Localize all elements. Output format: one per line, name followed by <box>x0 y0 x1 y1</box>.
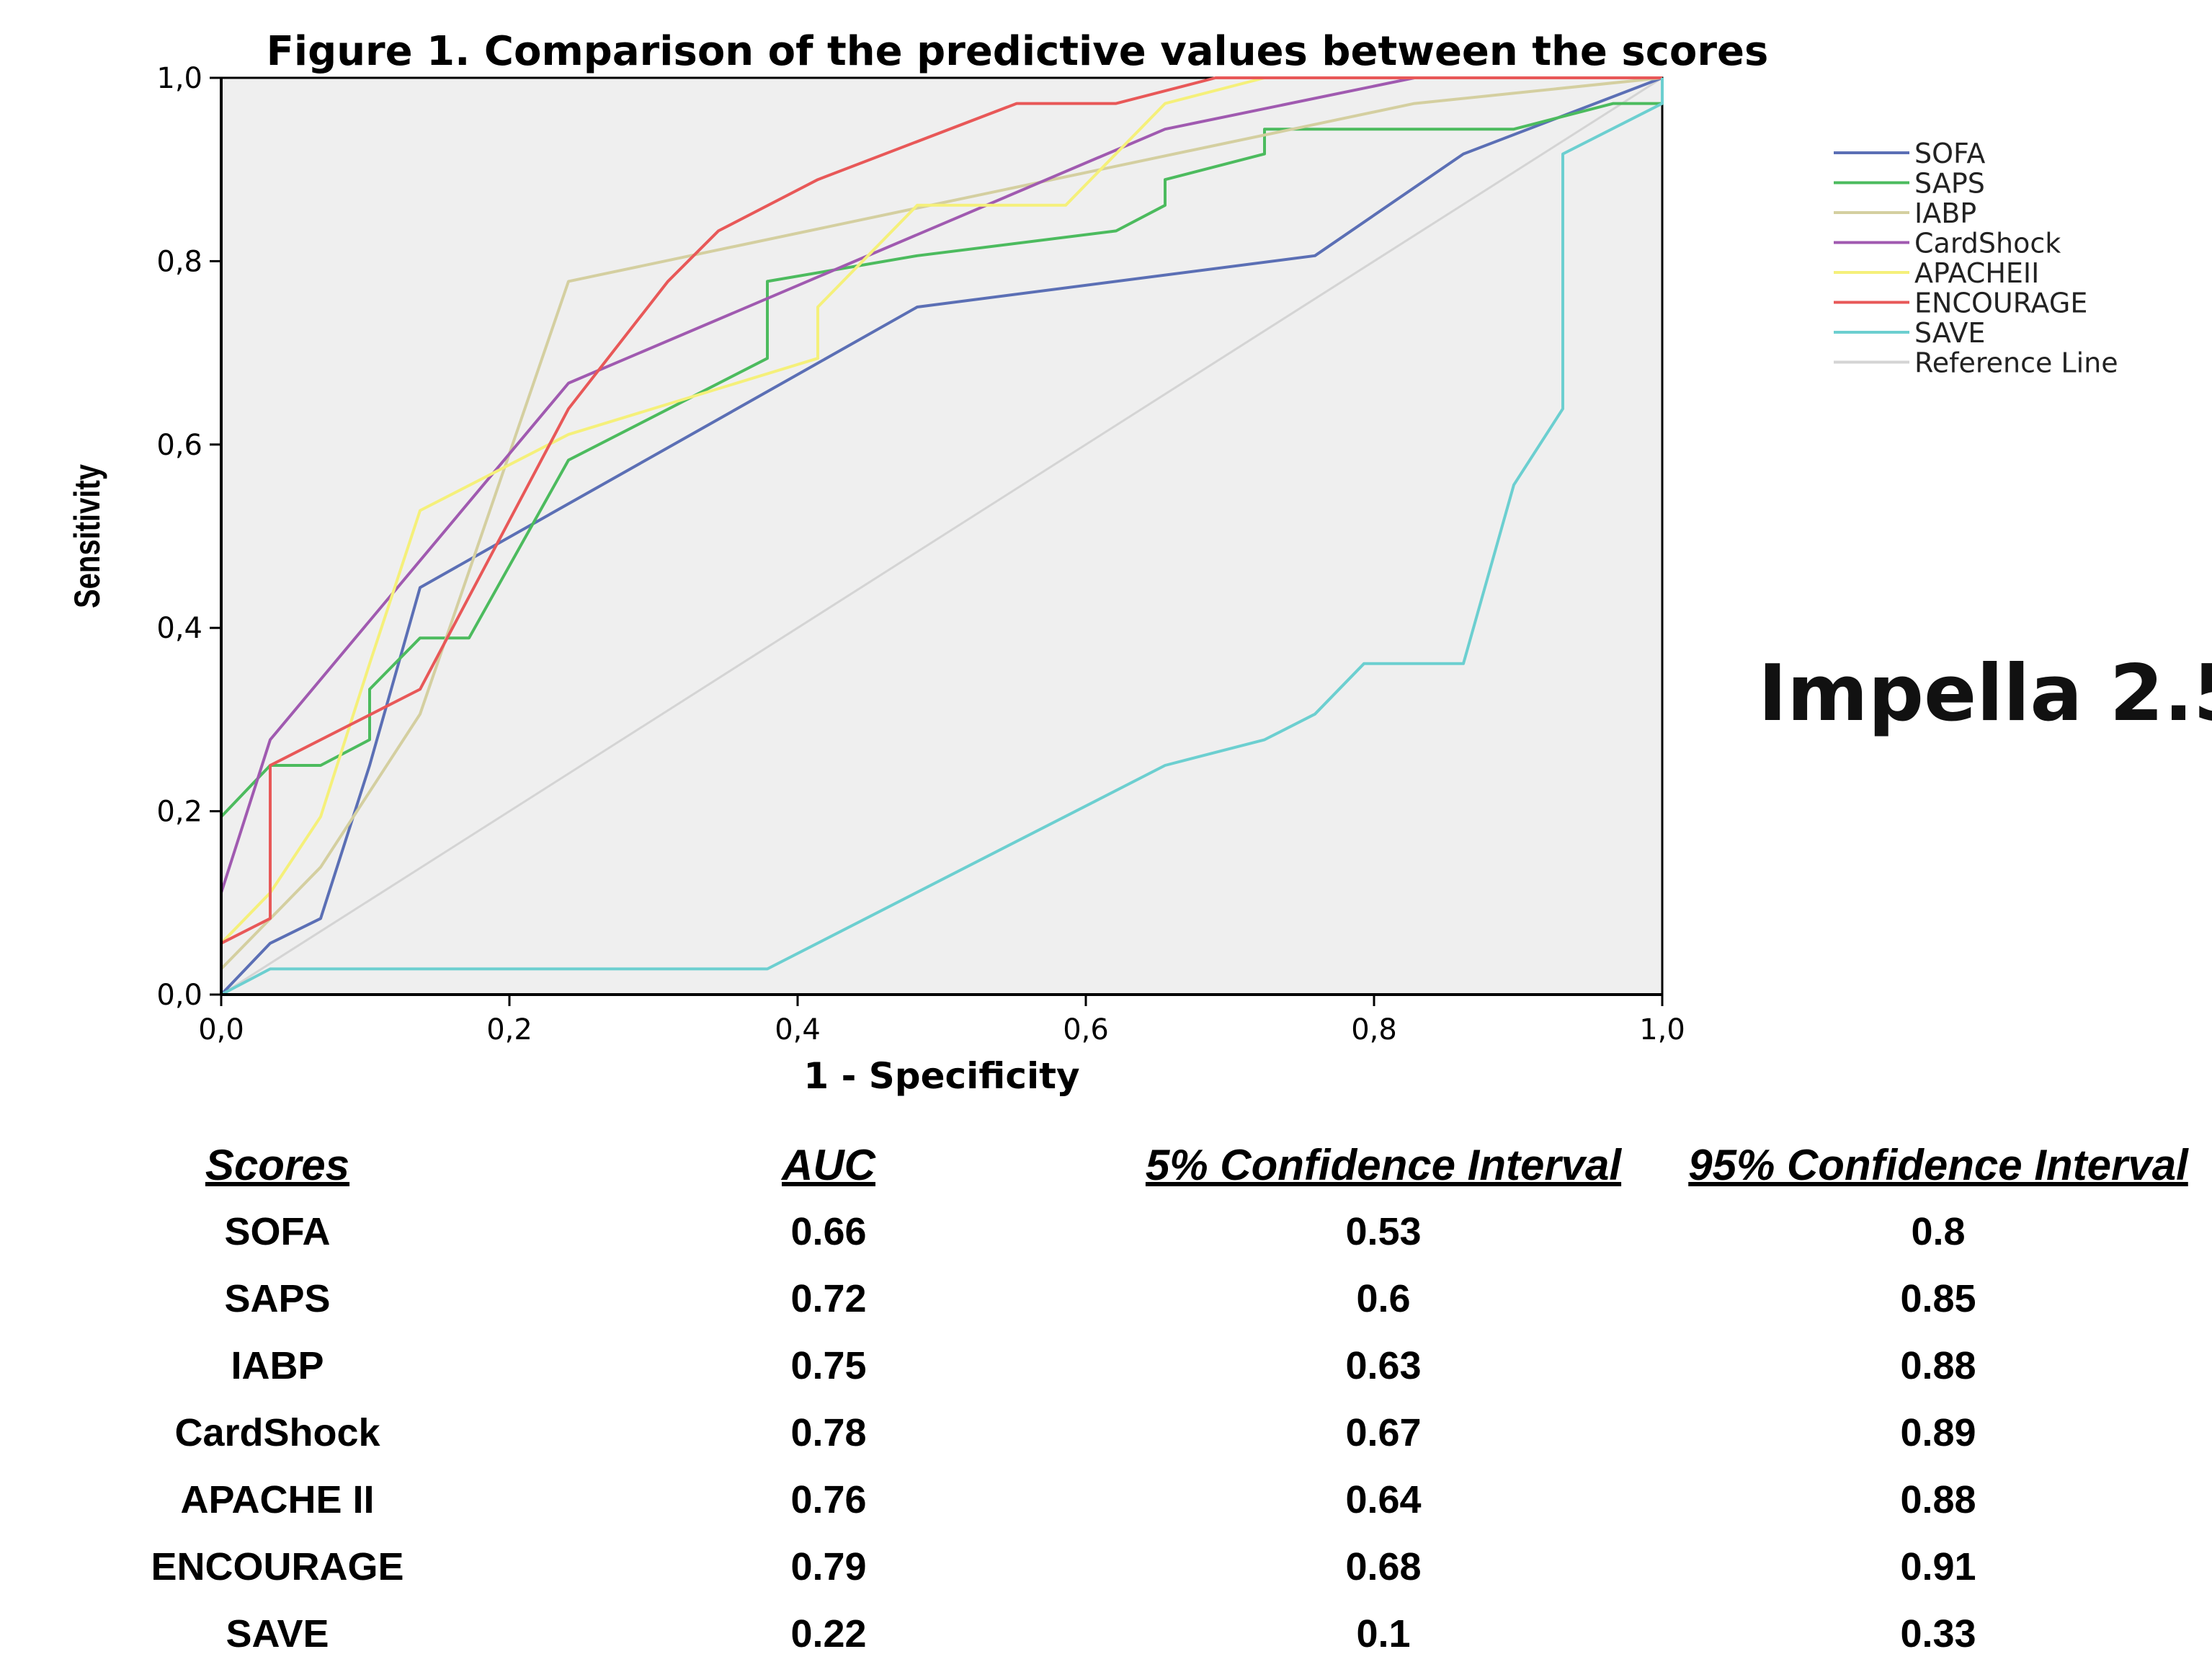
series-line-save <box>220 78 1664 996</box>
legend-item: ENCOURAGE <box>1834 288 2087 319</box>
score-name: SOFA <box>224 1209 331 1253</box>
series-line-saps <box>220 78 1664 818</box>
header-ci-5: 5% Confidence Interval <box>1145 1140 1622 1189</box>
table-row: ENCOURAGE 0.79 0.68 0.91 <box>0 1533 2212 1600</box>
auc-value: 0.66 <box>790 1209 867 1253</box>
y-axis-label: Sensitivity <box>67 464 107 608</box>
ci-lower-value: 0.64 <box>1345 1477 1422 1521</box>
x-tick-label: 0,8 <box>1351 1013 1397 1046</box>
score-name: SAVE <box>226 1612 329 1655</box>
legend-label: SAPS <box>1914 168 1985 200</box>
legend-item: CardShock <box>1834 228 2061 259</box>
auc-value: 0.22 <box>790 1612 867 1655</box>
legend-label: ENCOURAGE <box>1914 288 2087 319</box>
legend-label: SOFA <box>1914 138 1985 169</box>
y-tick-label: 0,4 <box>156 612 202 645</box>
series-line-reference-line <box>220 76 1663 996</box>
table-header-row: Scores AUC 5% Confidence Interval 95% Co… <box>0 1132 2212 1198</box>
auc-value: 0.78 <box>790 1410 867 1454</box>
score-name: SAPS <box>224 1276 331 1320</box>
auc-value: 0.79 <box>790 1544 867 1588</box>
table-row: CardShock 0.78 0.67 0.89 <box>0 1399 2212 1466</box>
ci-upper-value: 0.8 <box>1911 1209 1966 1253</box>
legend-item: IABP <box>1834 197 1976 229</box>
x-tick-label: 0,0 <box>198 1013 244 1046</box>
y-tick-label: 0,8 <box>156 245 202 278</box>
x-tick-label: 0,6 <box>1063 1013 1109 1046</box>
legend-item: SAPS <box>1834 168 1985 200</box>
auc-value: 0.76 <box>790 1477 867 1521</box>
auc-table: Scores AUC 5% Confidence Interval 95% Co… <box>0 1132 2212 1667</box>
x-axis-label: 1 - Specificity <box>803 1055 1079 1097</box>
header-auc: AUC <box>782 1140 875 1189</box>
ci-upper-value: 0.88 <box>1900 1477 1976 1521</box>
x-tick-label: 0,4 <box>775 1013 821 1046</box>
score-name: CardShock <box>174 1410 380 1454</box>
score-name: IABP <box>231 1343 324 1387</box>
ci-lower-value: 0.1 <box>1356 1612 1411 1655</box>
auc-value: 0.72 <box>790 1276 867 1320</box>
ci-upper-value: 0.91 <box>1900 1544 1976 1588</box>
series-line-encourage <box>220 76 1662 945</box>
impella-annotation: Impella 2.5 <box>1758 649 2212 739</box>
header-scores: Scores <box>205 1140 350 1189</box>
x-tick-label: 1,0 <box>1639 1013 1685 1046</box>
legend-item: Reference Line <box>1834 347 2118 379</box>
legend-label: SAVE <box>1914 317 1985 349</box>
score-name: ENCOURAGE <box>151 1544 404 1588</box>
legend-label: APACHEII <box>1914 257 2039 289</box>
ci-upper-value: 0.85 <box>1900 1276 1976 1320</box>
y-tick-label: 1,0 <box>156 62 202 95</box>
y-tick-label: 0,0 <box>156 979 202 1012</box>
ci-upper-value: 0.33 <box>1900 1612 1976 1655</box>
ci-upper-value: 0.89 <box>1900 1410 1976 1454</box>
y-tick-label: 0,2 <box>156 796 202 829</box>
legend-label: IABP <box>1914 197 1976 229</box>
ci-lower-value: 0.63 <box>1345 1343 1422 1387</box>
legend: SOFASAPSIABPCardShockAPACHEIIENCOURAGESA… <box>1834 138 2118 379</box>
legend-label: CardShock <box>1914 228 2061 259</box>
ci-lower-value: 0.6 <box>1356 1276 1411 1320</box>
chart-title: Figure 1. Comparison of the predictive v… <box>267 28 1769 75</box>
series-line-iabp <box>220 76 1663 970</box>
ci-lower-value: 0.53 <box>1345 1209 1422 1253</box>
table-row: SAPS 0.72 0.6 0.85 <box>0 1265 2212 1332</box>
series-line-sofa <box>220 76 1663 996</box>
legend-item: SOFA <box>1834 138 1985 169</box>
series-line-apacheii <box>220 76 1662 945</box>
auc-value: 0.75 <box>790 1343 867 1387</box>
table-row: IABP 0.75 0.63 0.88 <box>0 1332 2212 1399</box>
legend-item: SAVE <box>1834 317 1985 349</box>
legend-item: APACHEII <box>1834 257 2039 289</box>
ci-lower-value: 0.68 <box>1345 1544 1422 1588</box>
table-row: SOFA 0.66 0.53 0.8 <box>0 1198 2212 1265</box>
roc-chart: Figure 1. Comparison of the predictive v… <box>67 28 2118 1097</box>
x-tick-label: 0,2 <box>486 1013 532 1046</box>
legend-label: Reference Line <box>1914 347 2118 379</box>
y-tick-label: 0,6 <box>156 429 202 462</box>
header-ci-95: 95% Confidence Interval <box>1688 1140 2188 1189</box>
ci-upper-value: 0.88 <box>1900 1343 1976 1387</box>
score-name: APACHE II <box>180 1477 375 1521</box>
table-row: APACHE II 0.76 0.64 0.88 <box>0 1466 2212 1533</box>
ci-lower-value: 0.67 <box>1345 1410 1422 1454</box>
table-row: SAVE 0.22 0.1 0.33 <box>0 1600 2212 1667</box>
